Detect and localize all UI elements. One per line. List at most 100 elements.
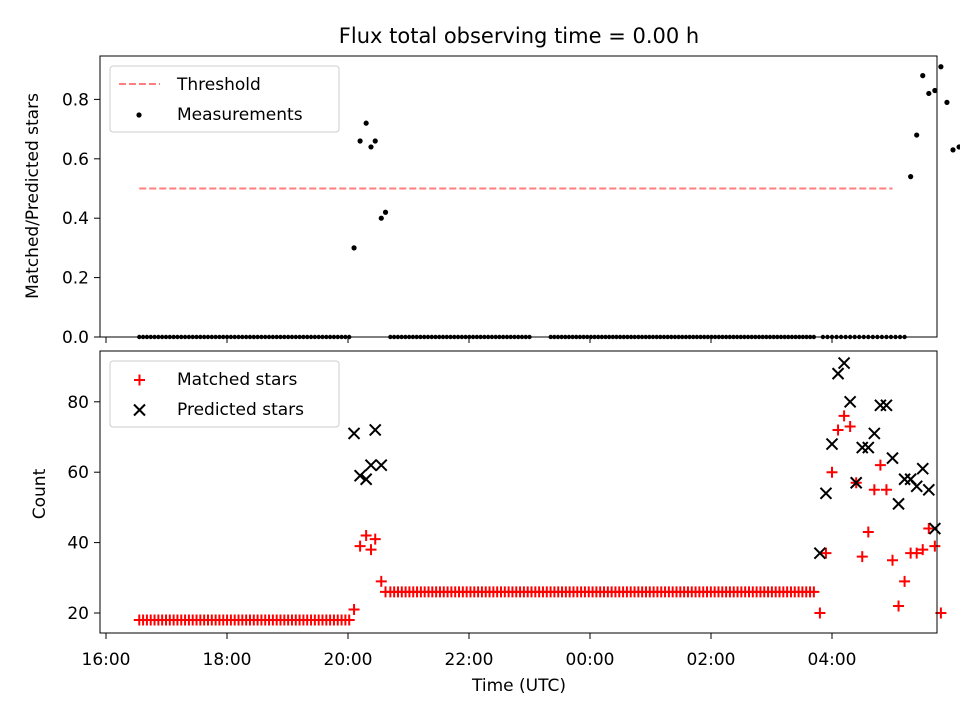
matched-star-point [862, 526, 874, 538]
count-y-axis: 20 40 60 80 [67, 393, 100, 624]
count-y-tick-label: 20 [67, 604, 89, 624]
ratio-legend: Threshold Measurements [109, 65, 340, 133]
predicted-star-point [922, 483, 936, 497]
count-marks [133, 356, 947, 626]
ratio-y-tick-label: 0.2 [62, 269, 89, 289]
predicted-star-point [928, 522, 942, 535]
predicted-star-point [819, 487, 833, 500]
matched-star-point [844, 420, 856, 432]
threshold-legend-label: Threshold [176, 75, 261, 95]
matched-legend-marker [134, 374, 145, 386]
count-y-tick-label: 40 [67, 534, 89, 554]
measurement-point [351, 245, 357, 251]
predicted-legend-marker [133, 403, 146, 417]
count-y-tick-label: 80 [67, 393, 89, 413]
matched-star-point [856, 551, 868, 563]
predicted-star-point [880, 399, 893, 412]
matched-star-point [893, 600, 905, 612]
chart-title: Flux total observing time = 0.00 h [339, 24, 699, 48]
matched-star-point [917, 544, 929, 556]
count-plot-frame [99, 350, 938, 634]
predicted-star-point [813, 546, 827, 560]
predicted-star-point [862, 441, 875, 454]
measurement-point [382, 209, 389, 215]
matched-star-point [899, 575, 911, 587]
measurement-point [932, 87, 938, 94]
matched-star-point [832, 424, 844, 436]
ratio-y-label: Matched/Predicted stars [23, 93, 43, 299]
measurement-point [363, 120, 369, 126]
matched-star-point [820, 547, 832, 559]
matched-star-point [911, 547, 923, 559]
matched-star-point [838, 410, 850, 422]
time-x-tick-label: 02:00 [687, 650, 736, 670]
ratio-panel: 0.00.20.40.60.8 Matched/Predicted stars … [23, 55, 960, 348]
count-panel: 20 40 60 80 16:00 18:00 20:00 22:00 00:00 02:00 0… [30, 350, 947, 696]
measurement-point [956, 144, 960, 150]
predicted-star-point [849, 476, 863, 489]
matched-star-point [887, 554, 898, 566]
predicted-star-point [353, 469, 367, 482]
measurement-point [950, 147, 956, 153]
measurement-point [908, 174, 914, 180]
matched-star-point [354, 540, 366, 552]
matched-star-point [808, 586, 820, 598]
matched-star-point [923, 523, 935, 535]
time-x-tick-label: 18:00 [203, 650, 252, 670]
matched-star-point [868, 484, 880, 496]
matched-star-point [874, 459, 886, 471]
ratio-x-ticks [105, 337, 833, 343]
count-legend: Matched stars Predicted stars [109, 360, 340, 428]
matched-star-point [380, 586, 392, 598]
predicted-star-point [910, 480, 923, 493]
predicted-star-point [837, 356, 851, 370]
matched-star-point [375, 575, 387, 587]
count-y-label: Count [30, 468, 50, 519]
ratio-y-tick-label: 0.6 [62, 150, 89, 170]
predicted-star-point [831, 367, 845, 380]
predicted-star-point [369, 423, 382, 437]
time-x-tick-label: 20:00 [324, 650, 373, 670]
matched-star-point [880, 484, 892, 496]
measurement-point [378, 215, 384, 221]
measurement-point [372, 138, 378, 144]
ratio-y-tick-label: 0.8 [62, 90, 89, 110]
matched-star-point [814, 607, 826, 619]
matched-star-point [360, 530, 372, 542]
matched-star-point [369, 533, 381, 545]
ratio-y-axis: 0.0 0.2 0.4 0.6 0.8 [62, 90, 100, 348]
measurement-point [926, 90, 932, 97]
predicted-star-point [843, 395, 857, 409]
ratio-y-tick-label: 0.4 [62, 209, 89, 229]
measurement-point [357, 138, 363, 144]
matched-star-point [365, 544, 377, 556]
predicted-star-point [825, 437, 839, 451]
predicted-star-point [359, 473, 373, 486]
matched-star-point [826, 466, 838, 478]
measurement-point [920, 73, 926, 79]
matched-star-point [929, 540, 941, 552]
matched-star-point [343, 614, 355, 626]
ratio-y-tick-label: 0.0 [62, 328, 89, 348]
predicted-star-point [868, 427, 881, 440]
measurements-legend-marker [136, 112, 142, 118]
measurement-point [944, 99, 950, 105]
time-x-tick-label: 00:00 [566, 650, 615, 670]
predicted-star-point [347, 427, 361, 440]
measurement-point [914, 132, 920, 138]
time-x-tick-label: 22:00 [445, 650, 494, 670]
time-x-tick-label: 16:00 [82, 650, 131, 670]
ratio-plot-frame [99, 55, 938, 338]
measurement-point [938, 64, 944, 70]
time-x-label: Time (UTC) [471, 676, 566, 696]
predicted-star-point [916, 462, 929, 475]
ratio-legend-box [109, 65, 340, 133]
predicted-star-point [892, 497, 905, 511]
count-legend-box [109, 360, 340, 428]
measurement-point [368, 144, 374, 150]
predicted-legend-label: Predicted stars [177, 400, 304, 420]
count-y-tick-label: 60 [67, 463, 89, 483]
time-x-tick-label: 04:00 [808, 650, 857, 670]
matched-legend-label: Matched stars [177, 370, 297, 390]
measurements-legend-label: Measurements [177, 105, 303, 125]
